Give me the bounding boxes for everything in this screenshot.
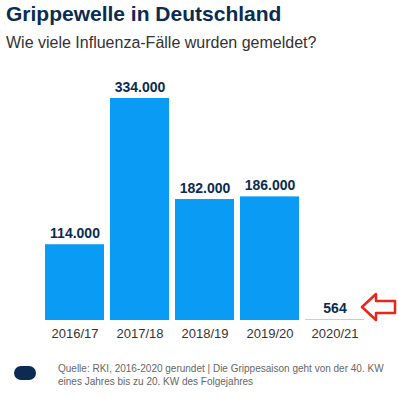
- html-text:Wie viele Influenza-Fälle wurd: Wie viele Influenza-Fälle wurden gemelde…: [6, 34, 317, 51]
- svg-text:2020/21: 2020/21: [312, 326, 359, 341]
- html-text:Grippewelle in Deutschland: Grippewelle in Deutschland: [6, 2, 282, 25]
- svg-text:2018/19: 2018/19: [182, 326, 229, 341]
- svg-text:114.000: 114.000: [50, 225, 100, 241]
- svg-text:564: 564: [323, 300, 347, 316]
- svg-text:334.000: 334.000: [115, 79, 166, 95]
- svg-text:186.000: 186.000: [245, 177, 296, 193]
- svg-text:2016/17: 2016/17: [52, 326, 99, 341]
- svg-text:2017/18: 2017/18: [117, 326, 164, 341]
- svg-text:182.000: 182.000: [180, 180, 231, 196]
- html-text:Quelle: RKI, 2016-2020 gerunde: Quelle: RKI, 2016-2020 gerundet | Die Gr…: [58, 363, 384, 387]
- svg-text:2019/20: 2019/20: [247, 326, 294, 341]
